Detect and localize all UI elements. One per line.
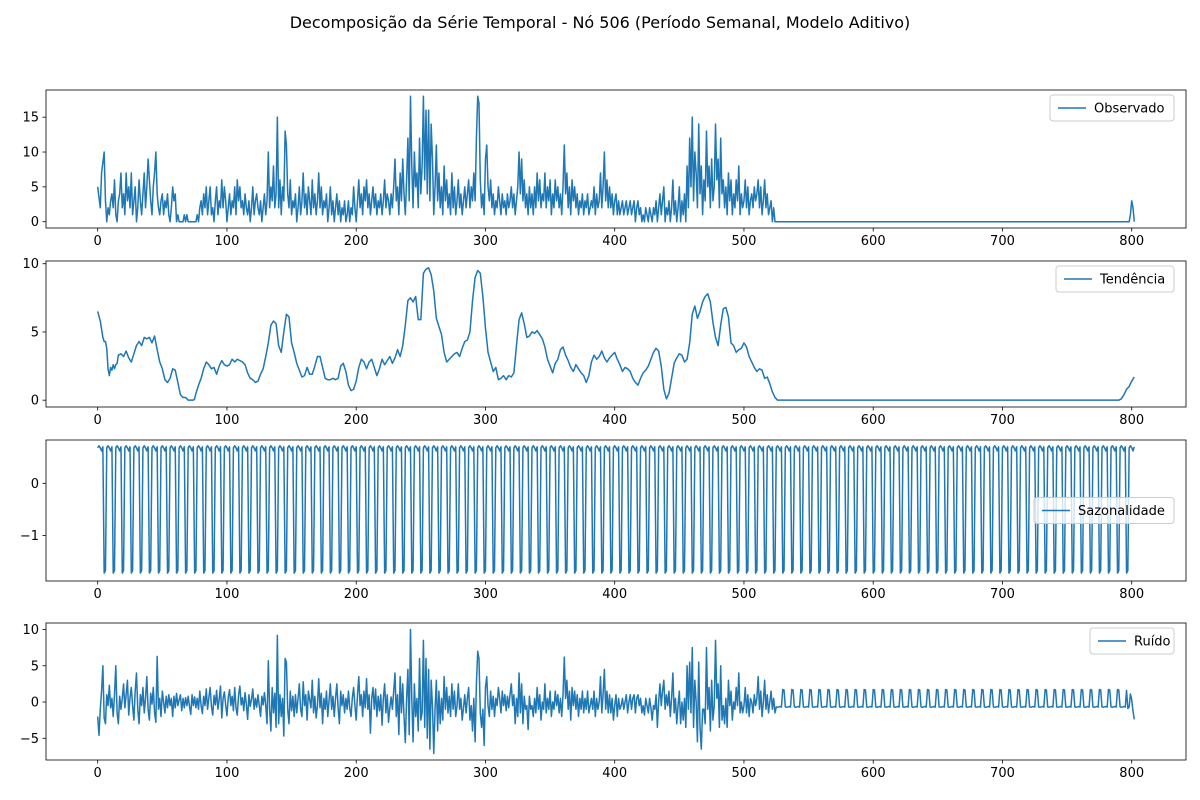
y-tick-label: 5: [31, 325, 39, 340]
x-tick-label: 800: [1119, 413, 1144, 428]
x-tick-label: 300: [473, 766, 498, 781]
figure-title: Decomposição da Série Temporal - Nó 506 …: [289, 13, 911, 32]
axes-frame: [45, 260, 1187, 408]
x-tick-label: 100: [215, 587, 240, 602]
legend-label: Sazonalidade: [1078, 504, 1165, 519]
subplot-4: 0 100 200 300 400 500 600 700 800 10 5 0 −5 Ruído: [20, 622, 1187, 781]
axes-frame: [45, 622, 1187, 761]
x-tick-label: 600: [861, 587, 886, 602]
y-tick-label: 10: [22, 146, 39, 161]
x-tick-label: 800: [1119, 766, 1144, 781]
x-tick-label: 200: [344, 234, 369, 249]
y-tick-label: 15: [22, 111, 39, 126]
axes-frame: [45, 439, 1187, 582]
series-line: [96, 267, 1135, 401]
y-tick-label: 5: [31, 180, 39, 195]
legend-label: Observado: [1094, 102, 1165, 117]
y-tick-label: 10: [22, 257, 39, 272]
x-tick-label: 700: [990, 413, 1015, 428]
x-tick-label: 100: [215, 234, 240, 249]
legend: Sazonalidade: [1033, 497, 1175, 524]
legend-box: [1049, 94, 1175, 122]
x-tick-label: 300: [473, 587, 498, 602]
x-tick-label: 0: [94, 234, 102, 249]
x-tick-label: 0: [94, 413, 102, 428]
x-tick-label: 0: [94, 766, 102, 781]
x-tick-label: 600: [861, 234, 886, 249]
x-tick-label: 0: [94, 587, 102, 602]
y-tick-label: −1: [20, 529, 39, 544]
y-tick-label: 10: [22, 623, 39, 638]
x-tick-label: 500: [732, 587, 757, 602]
x-tick-label: 300: [473, 234, 498, 249]
subplot-1: 0 100 200 300 400 500 600 700 800 0 5 10 15 Observado: [22, 89, 1187, 249]
x-tick-label: 700: [990, 766, 1015, 781]
y-tick-label: −5: [20, 732, 39, 747]
legend: Ruído: [1089, 627, 1175, 655]
x-tick-label: 200: [344, 413, 369, 428]
legend-box: [1089, 627, 1175, 655]
x-tick-label: 500: [732, 234, 757, 249]
x-tick-label: 100: [215, 766, 240, 781]
x-tick-label: 800: [1119, 234, 1144, 249]
legend-label: Ruído: [1134, 635, 1171, 650]
x-tick-label: 400: [602, 234, 627, 249]
subplot-2: 0 100 200 300 400 500 600 700 800 0 5 10 Tendência: [22, 257, 1187, 428]
x-tick-label: 600: [861, 766, 886, 781]
legend: Observado: [1049, 94, 1175, 122]
series-line: [96, 628, 1136, 755]
x-tick-label: 500: [732, 766, 757, 781]
y-tick-label: 0: [31, 696, 39, 711]
x-tick-label: 400: [602, 587, 627, 602]
x-tick-label: 700: [990, 234, 1015, 249]
x-tick-label: 200: [344, 766, 369, 781]
y-tick-label: 0: [31, 215, 39, 230]
subplot-3: 0 100 200 300 400 500 600 700 800 0 −1 Sazonalidade: [20, 439, 1187, 602]
legend: Tendência: [1055, 265, 1175, 293]
x-tick-label: 700: [990, 587, 1015, 602]
x-tick-label: 600: [861, 413, 886, 428]
y-tick-label: 0: [31, 477, 39, 492]
x-tick-label: 200: [344, 587, 369, 602]
legend-label: Tendência: [1099, 273, 1165, 288]
y-tick-label: 0: [31, 394, 39, 409]
x-tick-label: 400: [602, 413, 627, 428]
x-tick-label: 400: [602, 766, 627, 781]
x-tick-label: 800: [1119, 587, 1144, 602]
y-tick-label: 5: [31, 659, 39, 674]
axes-frame: [45, 89, 1187, 229]
x-tick-label: 100: [215, 413, 240, 428]
series-line: [96, 95, 1136, 223]
x-tick-label: 300: [473, 413, 498, 428]
x-tick-label: 500: [732, 413, 757, 428]
legend-box: [1055, 265, 1175, 293]
series-line: [97, 444, 1136, 574]
legend-box: [1033, 497, 1175, 524]
